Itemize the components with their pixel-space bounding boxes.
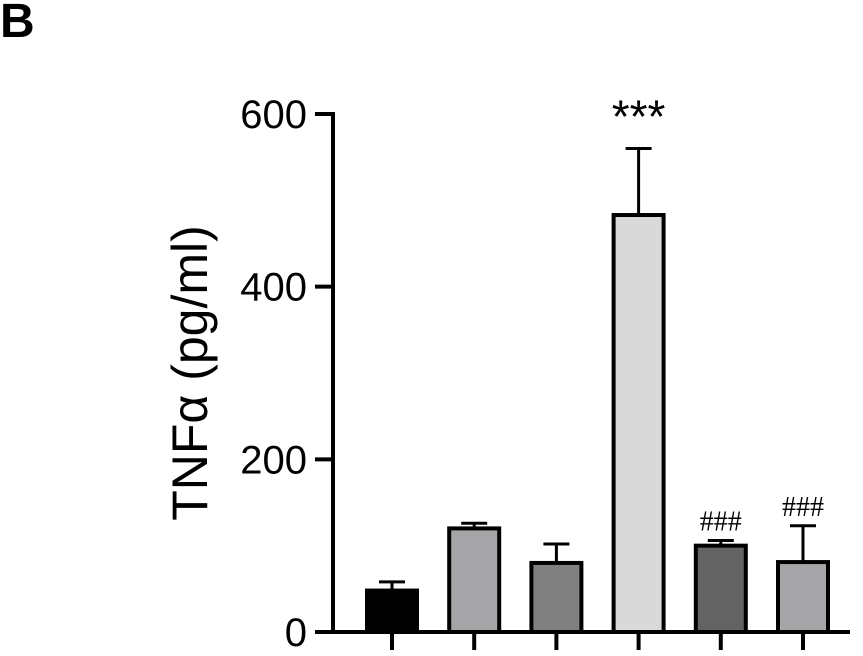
bar — [611, 213, 666, 634]
bar — [776, 560, 830, 635]
y-tick-label: 400 — [240, 266, 307, 310]
y-tick-label: 0 — [285, 611, 307, 655]
bar — [693, 543, 748, 635]
bar — [447, 526, 502, 635]
y-tick-label: 200 — [240, 438, 307, 482]
bar — [365, 588, 419, 634]
significance-label: ### — [700, 506, 742, 537]
significance-label: *** — [612, 91, 666, 143]
y-tick-label: 600 — [240, 93, 307, 137]
panel-label: B — [0, 0, 35, 48]
y-axis-label: TNFα (pg/ml) — [162, 225, 218, 521]
bar — [529, 560, 584, 635]
significance-label: ### — [782, 492, 824, 523]
